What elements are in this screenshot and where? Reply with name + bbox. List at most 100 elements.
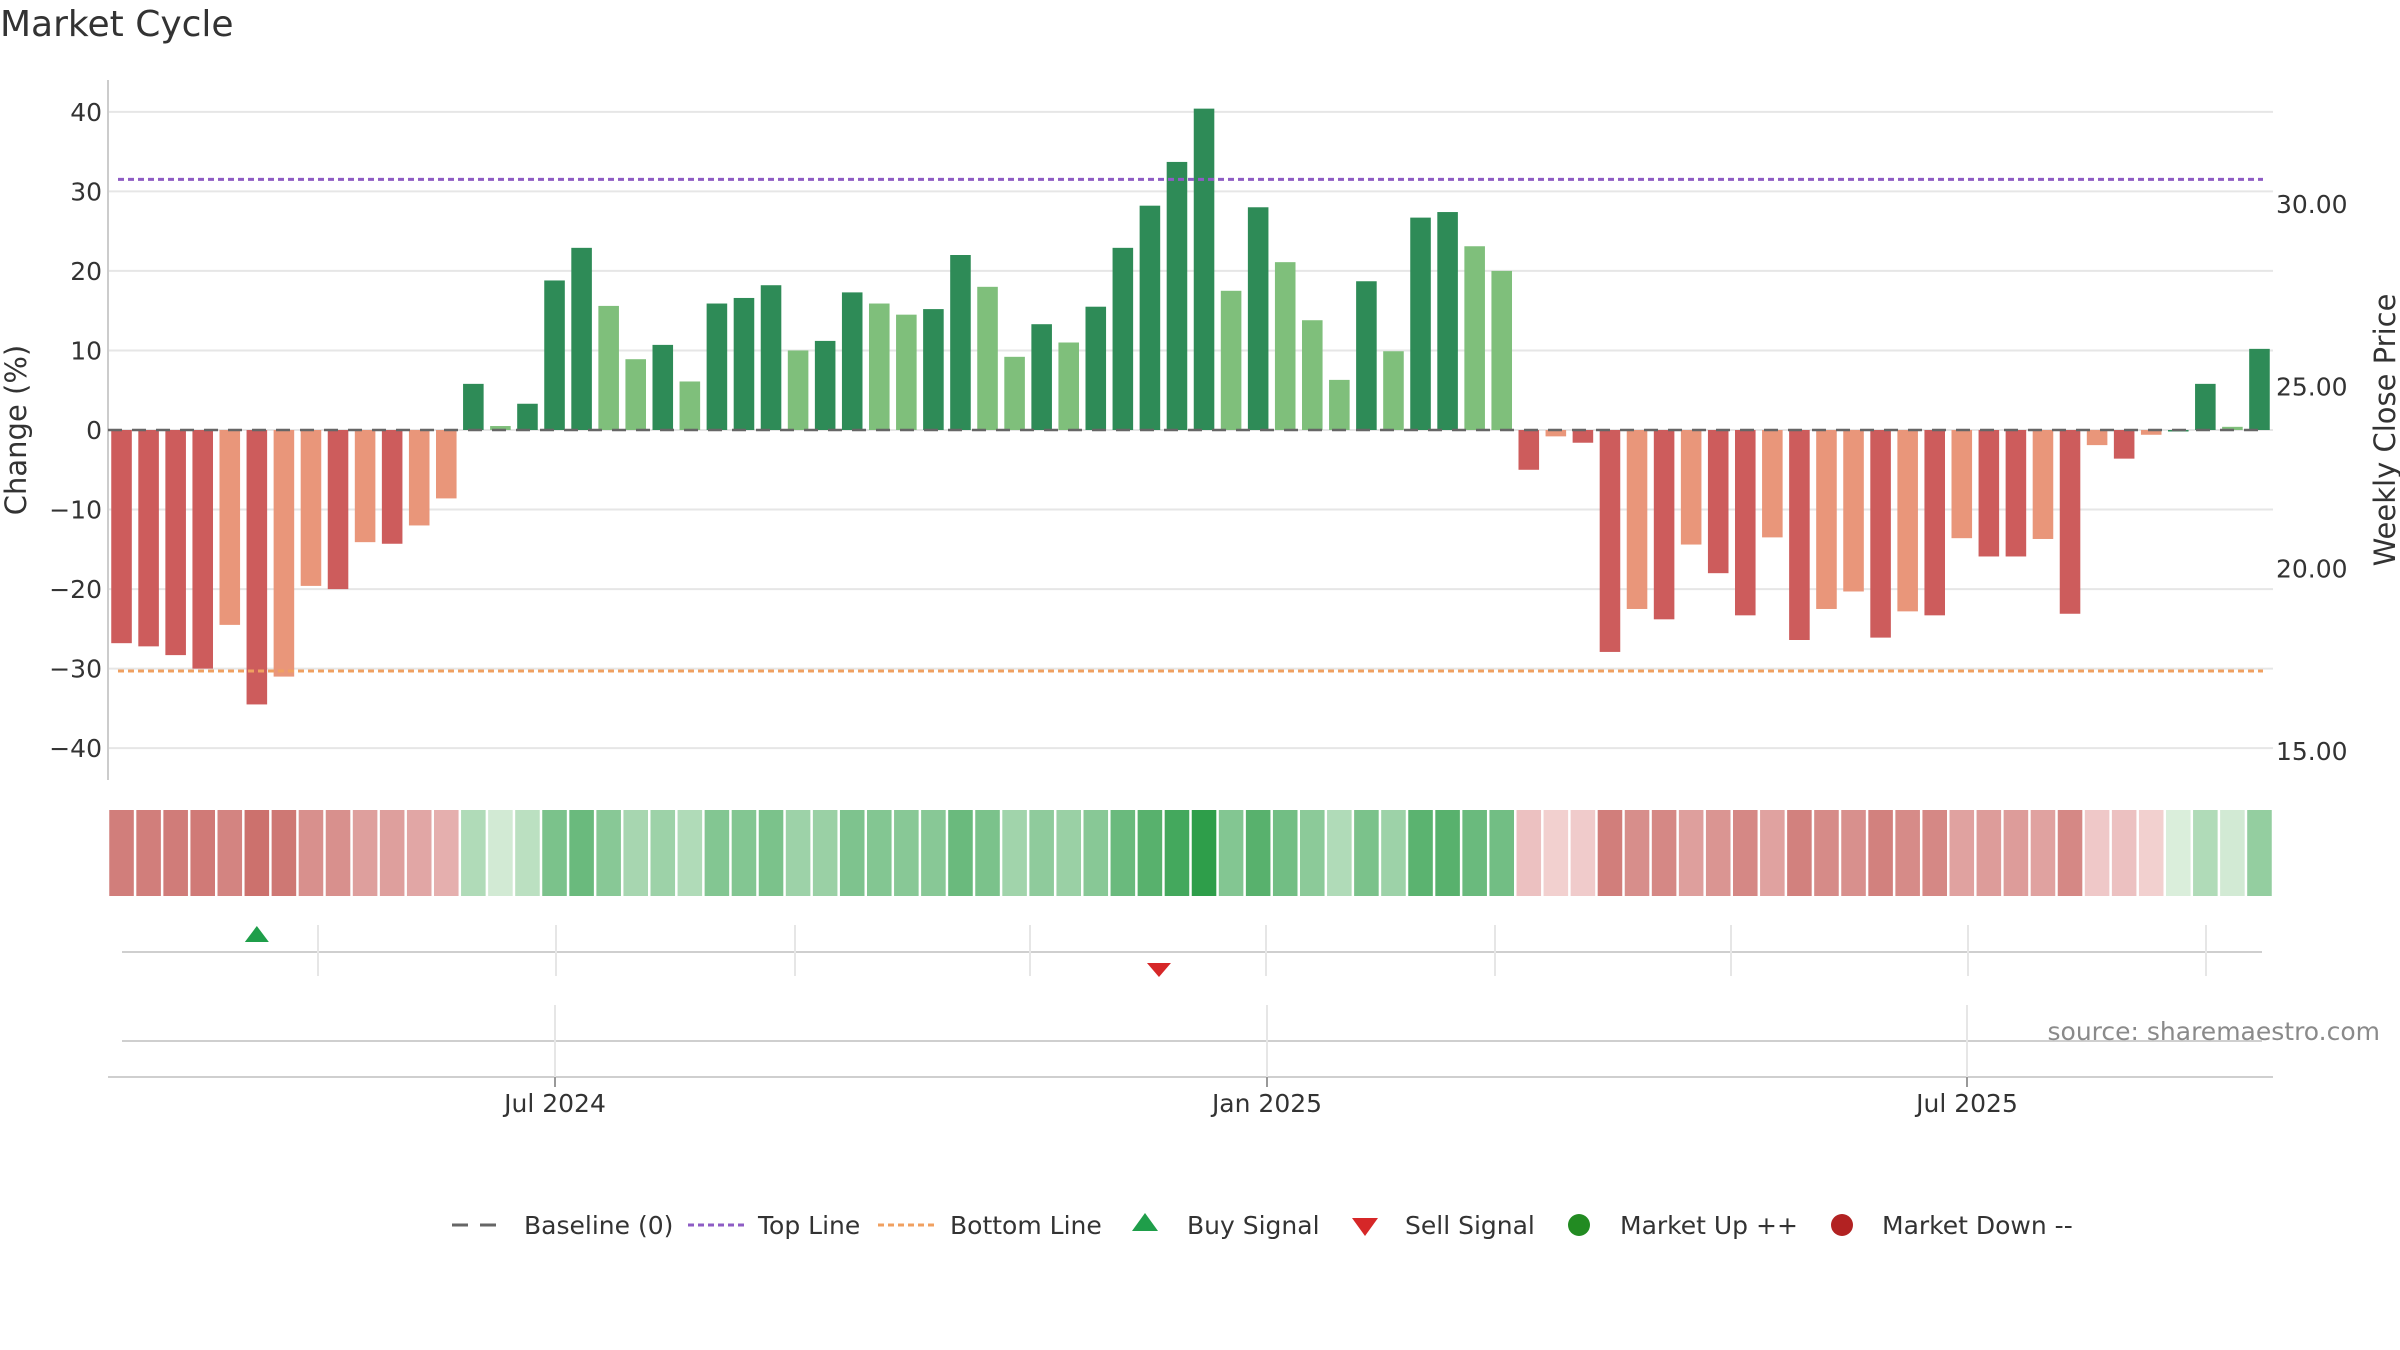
strip-cell (190, 810, 216, 896)
strip-cell (2084, 810, 2110, 896)
green-circle-icon (1568, 1214, 1590, 1236)
strip-cell (1408, 810, 1433, 896)
strip-cell (136, 810, 161, 896)
bar (165, 430, 186, 656)
y-axis-title: Change (%) (0, 345, 33, 515)
strip-cell (542, 810, 567, 896)
bar (490, 426, 511, 430)
strip-cell (1002, 810, 1027, 896)
strip-cell (1218, 810, 1244, 896)
strip-cell (1137, 810, 1163, 896)
legend-label: Market Down -- (1882, 1211, 2073, 1240)
strip-cell (2165, 810, 2191, 896)
strip-cell (433, 810, 459, 896)
strip-cell (812, 810, 838, 896)
y-tick-label: −40 (49, 734, 102, 763)
bar (868, 303, 890, 430)
bar (300, 430, 322, 586)
strip-cell (1732, 810, 1758, 896)
strip-cell (596, 810, 621, 896)
bar (1599, 430, 1621, 652)
strip-cell (515, 810, 540, 896)
bar (1031, 324, 1052, 430)
bars-layer (111, 108, 2270, 705)
strip-cell (1949, 810, 1975, 896)
bar (1951, 430, 1973, 539)
bar (896, 314, 917, 430)
bar (1193, 108, 1215, 431)
bar (2005, 430, 2027, 557)
legend-label: Sell Signal (1405, 1211, 1535, 1240)
legend-label: Buy Signal (1187, 1211, 1320, 1240)
x-tick-label: Jul 2024 (502, 1089, 606, 1118)
strip-cell (1327, 810, 1352, 896)
bar (1247, 207, 1269, 430)
y-tick-label: 40 (70, 98, 102, 127)
heatmap-strip (109, 810, 2272, 896)
strip-cell (244, 810, 270, 896)
strip-cell (2057, 810, 2083, 896)
strip-cell (1570, 810, 1596, 896)
strip-cell (1083, 810, 1109, 896)
bar (1626, 430, 1648, 609)
legend-item: Baseline (0) (452, 1211, 673, 1240)
strip-cell (2111, 810, 2137, 896)
y-tick-label: 0 (86, 416, 102, 445)
source-text: source: sharemaestro.com (2048, 1017, 2381, 1046)
strip-cell (1651, 810, 1677, 896)
y2-tick-label: 15.00 (2276, 737, 2348, 766)
strip-cell (163, 810, 188, 896)
bar (381, 430, 403, 544)
x-tick-label: Jul 2025 (1914, 1089, 2018, 1118)
y2-axis-title: Weekly Close Price (2368, 294, 2400, 567)
y-tick-label: 10 (70, 336, 102, 365)
bar (517, 403, 538, 430)
bar (2086, 430, 2108, 446)
bar (2195, 383, 2216, 430)
strip-cell (785, 810, 811, 896)
bar (1816, 430, 1837, 609)
bar (1653, 430, 1675, 620)
y-tick-label: 30 (70, 177, 102, 206)
bar (1085, 306, 1107, 430)
strip-cell (731, 810, 757, 896)
strip-cell (2138, 810, 2164, 896)
bar (1545, 430, 1567, 437)
legend-item: Buy Signal (1132, 1211, 1320, 1240)
strip-cell (894, 810, 919, 896)
strip-cell (1705, 810, 1731, 896)
strip-cell (1029, 810, 1054, 896)
buy-signal-marker (244, 926, 269, 942)
sell-signal-marker (1146, 963, 1171, 977)
bar (1897, 430, 1918, 612)
bar (1843, 430, 1864, 592)
bar (1220, 290, 1242, 430)
bar (814, 340, 836, 430)
bar (625, 359, 647, 430)
strip-cell (1299, 810, 1325, 896)
bar (2222, 426, 2243, 430)
bar (2249, 348, 2270, 430)
legend-item: Market Up ++ (1568, 1211, 1798, 1240)
bar (1058, 342, 1080, 430)
y2-tick-label: 20.00 (2276, 555, 2348, 584)
bar (1924, 430, 1946, 616)
strip-cell (1678, 810, 1704, 896)
strip-cell (1922, 810, 1948, 896)
strip-cell (1597, 810, 1623, 896)
bar (138, 430, 159, 647)
bar (1004, 356, 1025, 430)
strip-cell (758, 810, 784, 896)
strip-cell (1164, 810, 1190, 896)
bar (652, 344, 674, 430)
x-axis-ticks: Jul 2024 Jan 2025 Jul 2025 (108, 1005, 2273, 1118)
strip-cell (1814, 810, 1839, 896)
y-tick-label: 20 (70, 257, 102, 286)
signal-panel (122, 925, 2262, 977)
strip-cell (1976, 810, 2002, 896)
strip-cell (1516, 810, 1542, 896)
bar (1166, 161, 1188, 430)
bar (1789, 430, 1810, 640)
strip-cell (1895, 810, 1920, 896)
